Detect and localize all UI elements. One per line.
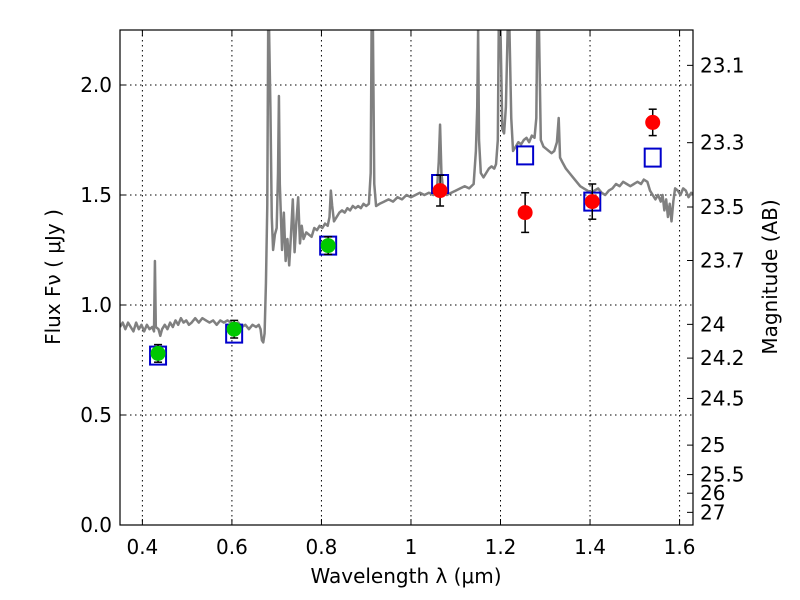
- right-tick-label: 23.3: [700, 131, 745, 155]
- right-tick-label: 25: [700, 433, 725, 457]
- x-tick-label: 0.6: [216, 535, 248, 559]
- x-axis-ticks: 0.4 0.6 0.8 1 1.2 1.4 1.6: [126, 30, 695, 559]
- right-tick-label: 26: [700, 481, 725, 505]
- right-tick-label: 23.7: [700, 248, 745, 272]
- plot-frame: [119, 29, 694, 526]
- y-axis-ticks: 0.0 0.5 1.0 1.5 2.0: [80, 73, 126, 537]
- model-squares-layer: [149, 145, 662, 366]
- x-tick-label: 1.4: [574, 535, 606, 559]
- right-tick-label: 24: [700, 312, 725, 336]
- photometry-point: [517, 205, 533, 221]
- right-tick-label: 24.5: [700, 386, 745, 410]
- y-tick-label: 1.0: [80, 293, 112, 317]
- photometry-point: [150, 345, 166, 361]
- right-axis-label: Magnitude (AB): [758, 199, 782, 354]
- y-tick-label: 0.5: [80, 403, 112, 427]
- photometry-point: [432, 183, 448, 199]
- grid-lines: [120, 30, 693, 526]
- x-tick-label: 1.6: [664, 535, 696, 559]
- y-tick-label: 2.0: [80, 73, 112, 97]
- right-tick-label: 24.2: [700, 346, 745, 370]
- right-tick-label: 25.5: [700, 463, 745, 487]
- x-tick-label: 0.4: [126, 535, 158, 559]
- x-tick-label: 1: [405, 535, 418, 559]
- model-square-marker: [516, 145, 535, 166]
- y-tick-label: 0.0: [80, 513, 112, 537]
- y-tick-label: 1.5: [80, 183, 112, 207]
- x-tick-label: 0.8: [306, 535, 338, 559]
- photometry-points-layer: [150, 108, 661, 363]
- photometry-point: [226, 321, 242, 337]
- photometry-point: [645, 114, 661, 130]
- photometry-point: [320, 238, 336, 254]
- x-axis-label: Wavelength λ (μm): [310, 564, 501, 588]
- right-tick-label: 23.5: [700, 195, 745, 219]
- right-tick-label: 27: [700, 500, 725, 524]
- photometry-point: [584, 194, 600, 210]
- x-tick-label: 1.2: [485, 535, 517, 559]
- spectrum-line: [120, 30, 693, 344]
- right-tick-label: 23.1: [700, 53, 745, 77]
- y-axis-label: Flux Fν ( μJy ): [41, 209, 65, 345]
- model-square-marker: [643, 147, 662, 168]
- spectrum-layer: [120, 30, 693, 344]
